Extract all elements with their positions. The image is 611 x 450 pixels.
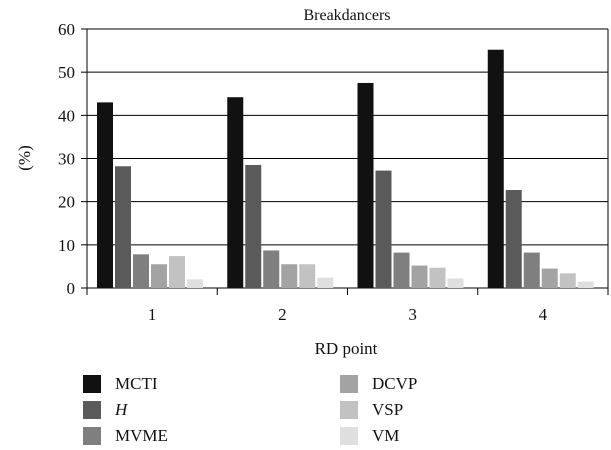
bar-dcvp-2 <box>281 264 297 288</box>
y-tick-label-50: 50 <box>58 63 75 82</box>
x-tick-label-3: 3 <box>408 305 417 324</box>
bar-h-3 <box>376 171 392 288</box>
bar-vsp-3 <box>430 268 446 288</box>
bar-dcvp-4 <box>542 269 558 288</box>
bar-mcti-4 <box>488 50 504 288</box>
chart-title: Breakdancers <box>303 7 390 24</box>
y-tick-label-60: 60 <box>58 20 75 39</box>
x-tick-label-4: 4 <box>539 305 548 324</box>
bar-vm-4 <box>578 282 594 288</box>
bar-mvme-3 <box>394 253 410 288</box>
bar-vsp-4 <box>560 273 576 288</box>
x-axis-label: RD point <box>315 339 378 358</box>
bar-mvme-1 <box>133 254 149 288</box>
y-axis-label: (%) <box>15 145 34 170</box>
bar-mcti-2 <box>227 97 243 288</box>
bar-dcvp-1 <box>151 264 167 288</box>
x-tick-label-2: 2 <box>278 305 287 324</box>
bar-vsp-2 <box>299 264 315 288</box>
bar-h-1 <box>115 166 131 288</box>
y-tick-label-40: 40 <box>58 106 75 125</box>
y-tick-label-20: 20 <box>58 193 75 212</box>
y-tick-label-30: 30 <box>58 150 75 169</box>
bar-h-4 <box>506 190 522 288</box>
grid-lines <box>87 29 608 288</box>
bar-dcvp-3 <box>412 266 428 288</box>
x-tick-label-1: 1 <box>148 305 157 324</box>
bar-h-2 <box>245 165 261 288</box>
y-axis-ticks: 0 10 20 30 40 50 60 <box>58 20 87 298</box>
bar-mvme-2 <box>263 250 279 288</box>
bar-vm-2 <box>317 278 333 288</box>
bars <box>97 50 594 288</box>
bar-vm-1 <box>187 279 203 288</box>
y-tick-label-0: 0 <box>67 279 76 298</box>
x-axis-ticks: 1 2 3 4 <box>87 288 608 324</box>
bar-mcti-1 <box>97 102 113 288</box>
bar-mcti-3 <box>358 83 374 288</box>
bar-vm-3 <box>448 279 464 288</box>
bar-vsp-1 <box>169 256 185 288</box>
bar-mvme-4 <box>524 253 540 288</box>
y-tick-label-10: 10 <box>58 236 75 255</box>
